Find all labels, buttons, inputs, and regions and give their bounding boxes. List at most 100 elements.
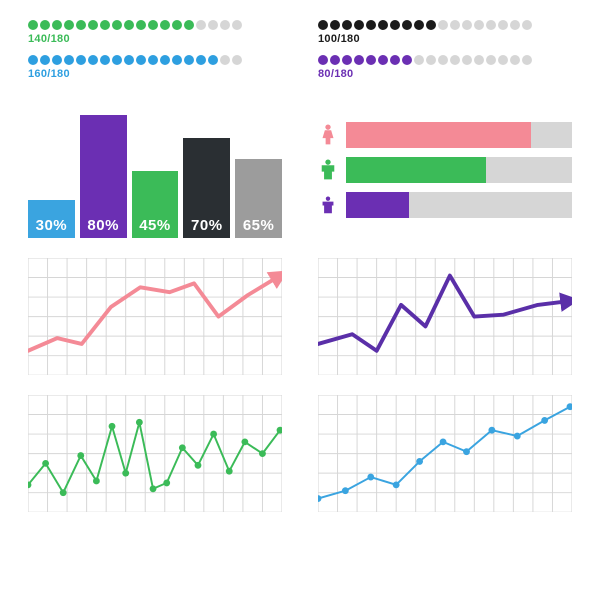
dot (426, 55, 436, 65)
dot-row (318, 55, 572, 65)
dot (196, 20, 206, 30)
dot (402, 55, 412, 65)
dot-label: 100/180 (318, 33, 572, 45)
bar-label: 65% (235, 217, 282, 234)
dot (160, 20, 170, 30)
dot (330, 20, 340, 30)
bar-chart-body: 30% 80% 45%70% 65% (28, 110, 282, 238)
dot (414, 55, 424, 65)
child-icon (318, 196, 338, 215)
dot (172, 20, 182, 30)
dot-meter-3: 80/180 (318, 55, 572, 80)
dot (366, 20, 376, 30)
bar: 70% (183, 138, 230, 238)
hbars-body (318, 122, 572, 218)
dot (486, 55, 496, 65)
line-chart-0 (28, 258, 282, 375)
dot-label: 80/180 (318, 68, 572, 80)
dot (148, 55, 158, 65)
dot (232, 20, 242, 30)
dot (88, 55, 98, 65)
dot-meters-right: 100/180 80/180 (318, 20, 572, 80)
dot (426, 20, 436, 30)
dot (462, 20, 472, 30)
dot (112, 55, 122, 65)
hbar-fill (346, 192, 409, 218)
dot-meters-left: 140/180 160/180 (28, 20, 282, 80)
dot (414, 20, 424, 30)
hbar-track (346, 122, 572, 148)
dot-label: 140/180 (28, 33, 282, 45)
dot (76, 55, 86, 65)
bar: 45% (132, 171, 179, 238)
hbar-fill (346, 157, 486, 183)
dot (510, 55, 520, 65)
dot (318, 55, 328, 65)
dot (52, 55, 62, 65)
dot (390, 55, 400, 65)
dot (390, 20, 400, 30)
dot (438, 20, 448, 30)
dot-label: 160/180 (28, 68, 282, 80)
line-chart-3 (318, 395, 572, 512)
dot (366, 55, 376, 65)
dot (402, 20, 412, 30)
bar-label: 80% (80, 217, 127, 234)
dot-meter-1: 100/180 (318, 20, 572, 45)
bar-label: 30% (28, 217, 75, 234)
line-charts (28, 258, 572, 512)
dot (160, 55, 170, 65)
dot (474, 20, 484, 30)
dot (498, 55, 508, 65)
hbar-track (346, 192, 572, 218)
bar: 80% (80, 115, 127, 238)
bar: 65% (235, 159, 282, 238)
dot (88, 20, 98, 30)
dot (522, 55, 532, 65)
dot (52, 20, 62, 30)
hbar-fill (346, 122, 531, 148)
bar-label: 70% (183, 217, 230, 234)
dot (112, 20, 122, 30)
dot-meter-0: 140/180 (28, 20, 282, 45)
hbar-track (346, 157, 572, 183)
demographic-row (318, 157, 572, 183)
dot (342, 55, 352, 65)
dot (100, 55, 110, 65)
dot (474, 55, 484, 65)
dot (136, 55, 146, 65)
dot (28, 20, 38, 30)
female-icon (318, 124, 338, 146)
dot (184, 55, 194, 65)
dot (172, 55, 182, 65)
dot (486, 20, 496, 30)
demographic-row (318, 122, 572, 148)
demographic-row (318, 192, 572, 218)
dot (510, 20, 520, 30)
dot (208, 55, 218, 65)
dot (124, 20, 134, 30)
dot (220, 55, 230, 65)
bar-label: 45% (132, 217, 179, 234)
bar-chart: 30% 80% 45%70% 65% (28, 100, 282, 238)
line-chart-1 (318, 258, 572, 375)
dot-row (28, 20, 282, 30)
dot (208, 20, 218, 30)
line-chart-2 (28, 395, 282, 512)
dot (64, 20, 74, 30)
dot (232, 55, 242, 65)
dot (28, 55, 38, 65)
demographic-bars (318, 100, 572, 238)
dot (330, 55, 340, 65)
bar: 30% (28, 200, 75, 238)
dot (438, 55, 448, 65)
dot-row (28, 55, 282, 65)
dot (148, 20, 158, 30)
dot (40, 20, 50, 30)
dot (136, 20, 146, 30)
dot (64, 55, 74, 65)
dot (378, 20, 388, 30)
dot (354, 20, 364, 30)
dot (100, 20, 110, 30)
dot (450, 55, 460, 65)
